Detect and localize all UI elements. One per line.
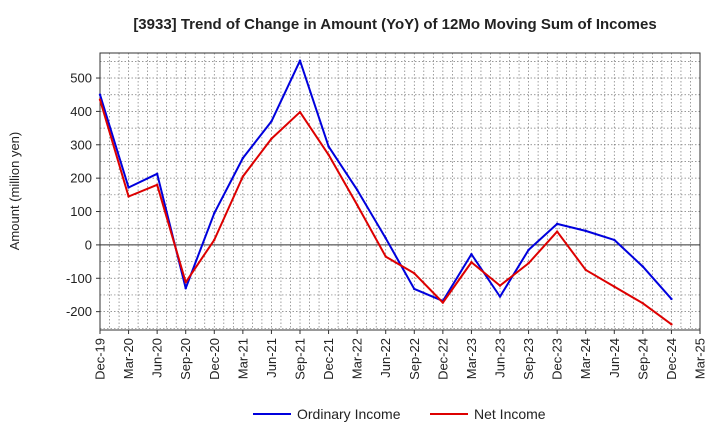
data-point [584,268,587,272]
data-point [555,222,559,226]
data-point [355,203,359,207]
data-point [355,188,359,192]
x-tick-label: Mar-22 [350,338,365,379]
data-point [98,98,102,101]
data-point [155,183,159,187]
x-tick-label: Dec-19 [93,338,108,380]
data-point [270,120,273,123]
legend: Ordinary Income Net Income [253,406,546,422]
data-point [327,145,330,148]
data-point [155,172,159,176]
data-point [641,302,645,305]
data-point [327,153,330,156]
x-tick-label: Dec-23 [550,338,565,380]
x-tick-label: Dec-20 [207,338,222,380]
data-point [470,253,473,256]
y-tick-label: 500 [70,71,92,86]
data-point [184,281,187,284]
x-tick-label: Jun-24 [607,338,622,378]
x-tick-label: Jun-21 [264,338,279,378]
data-point [413,287,416,291]
data-point [613,238,616,242]
y-tick-label: 300 [70,137,92,152]
y-tick-label: 100 [70,204,92,219]
data-point [213,211,216,215]
y-tick-label: 400 [70,104,92,119]
data-point [298,59,302,62]
x-tick-label: Sep-21 [293,338,308,380]
data-point [213,238,216,242]
x-tick-label: Jun-23 [493,338,508,378]
data-point [384,255,387,258]
data-point [184,287,187,290]
chart-title: [3933] Trend of Change in Amount (YoY) o… [133,16,657,33]
grid [99,53,701,330]
series-line-net-income [99,99,673,326]
legend-label-ordinary-income: Ordinary Income [297,406,401,422]
data-point [498,284,502,287]
x-tick-label: Sep-23 [521,338,536,380]
x-tick-label: Dec-24 [664,338,679,380]
data-point [270,137,273,140]
data-point [298,110,302,114]
data-point [613,285,616,288]
x-tick-label: Mar-23 [464,338,479,379]
x-tick-label: Mar-24 [578,338,593,379]
data-point [670,297,673,301]
x-tick-label: Dec-22 [435,338,450,380]
series-line-ordinary-income [99,59,673,302]
data-point [584,229,587,233]
data-point [555,230,559,233]
y-axis-label: Amount (million yen) [7,132,22,251]
y-tick-label: 0 [85,237,92,252]
data-point [241,175,245,178]
data-point [441,301,445,304]
y-axis: -200 -100 0 100 200 300 400 500 [66,71,100,319]
data-point [670,323,673,326]
data-point [641,265,645,268]
y-tick-label: -200 [66,304,92,319]
x-tick-label: Sep-24 [635,338,650,380]
y-tick-label: 200 [70,171,92,186]
y-tick-label: -100 [66,271,92,286]
legend-label-net-income: Net Income [474,406,546,422]
series [98,59,673,326]
x-tick-label: Mar-25 [693,338,708,379]
data-point [127,195,130,198]
plot-area [99,52,701,331]
x-tick-label: Sep-22 [407,338,422,380]
x-tick-label: Jun-22 [378,338,393,378]
data-point [527,248,530,252]
data-point [384,237,387,240]
data-point [241,156,245,160]
x-axis: Dec-19 Mar-20 Jun-20 Sep-20 Dec-20 Mar-21 Jun-… [93,330,708,380]
data-point [470,261,473,264]
data-point [498,295,502,298]
data-point [98,93,102,96]
data-point [413,272,416,275]
x-tick-label: Mar-21 [235,338,250,379]
x-tick-label: Dec-21 [321,338,336,380]
data-point [127,186,130,189]
x-tick-label: Jun-20 [150,338,165,378]
data-point [527,262,530,265]
x-tick-label: Mar-20 [121,338,136,379]
x-tick-label: Sep-20 [178,338,193,380]
